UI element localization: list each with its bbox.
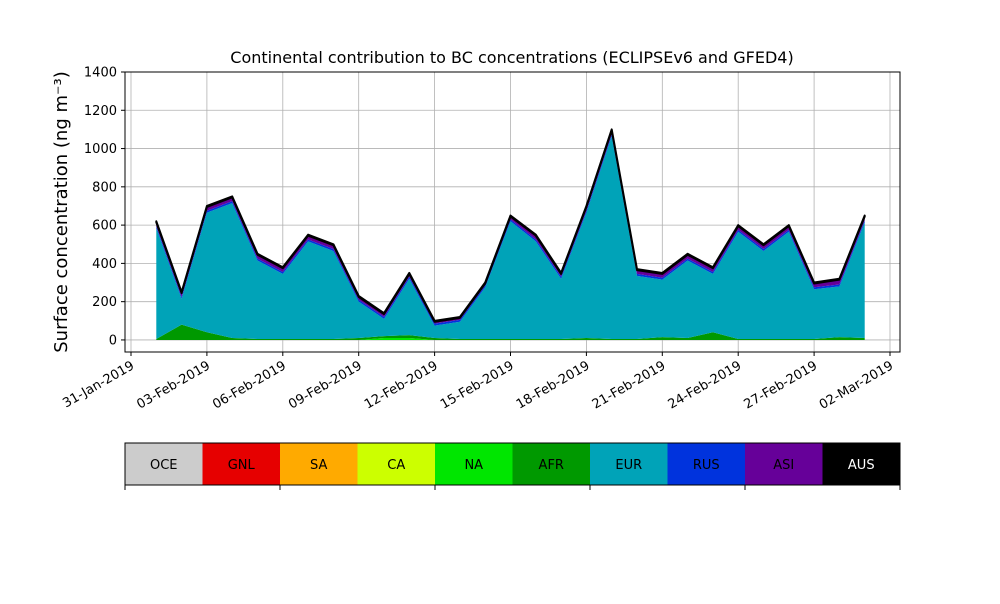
y-axis-label: Surface concentration (ng m⁻³) — [51, 71, 72, 353]
legend-label: OCE — [150, 458, 178, 473]
legend-swatch — [590, 443, 668, 485]
area — [155, 128, 866, 323]
legend-swatch — [512, 443, 590, 485]
legend-swatch — [745, 443, 823, 485]
legend-label: AFR — [539, 458, 564, 473]
legend-swatch — [435, 443, 513, 485]
legend-frame — [124, 442, 901, 486]
y-tick-label: 0 — [109, 333, 117, 348]
legend-label: CA — [387, 458, 405, 473]
legend-swatch — [280, 443, 358, 485]
y-tick-label: 200 — [92, 295, 117, 310]
legend-swatch — [357, 443, 435, 485]
legend-label: NA — [464, 458, 483, 473]
legend-swatch — [822, 443, 900, 485]
y-tick-label: 800 — [92, 180, 117, 195]
plot-frame — [124, 71, 901, 353]
legend-label: RUS — [693, 458, 720, 473]
y-tick-label: 600 — [92, 219, 117, 234]
y-tick-label: 1400 — [84, 66, 117, 81]
legend-label: AUS — [848, 458, 875, 473]
chart-title: Continental contribution to BC concentra… — [230, 48, 793, 67]
y-tick-label: 1200 — [84, 104, 117, 119]
legend-swatch — [667, 443, 745, 485]
legend-label: ASI — [773, 458, 794, 473]
legend-label: GNL — [228, 458, 256, 473]
legend-label: SA — [310, 458, 327, 473]
y-tick-label: 400 — [92, 257, 117, 272]
y-tick-label: 1000 — [84, 142, 117, 157]
area — [156, 136, 865, 339]
legend-swatch — [125, 443, 203, 485]
legend-swatch — [202, 443, 280, 485]
legend-label: EUR — [615, 458, 642, 473]
area — [156, 324, 865, 340]
